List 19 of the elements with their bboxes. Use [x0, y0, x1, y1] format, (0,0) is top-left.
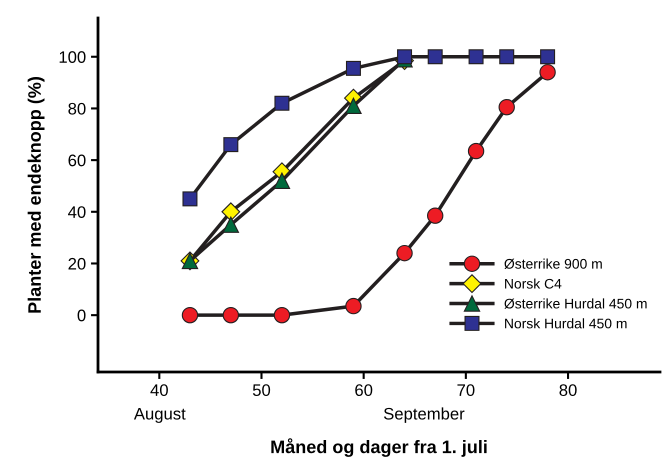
x-tick-label: 70 — [457, 384, 474, 396]
x-tick-label: 50 — [252, 384, 270, 396]
y-tick-label: 40 — [68, 206, 86, 218]
legend-label: Østerrike 900 m — [504, 258, 602, 269]
y-tick-label: 60 — [68, 154, 86, 166]
y-tick-label: 100 — [60, 51, 86, 63]
legend-label: Norsk C4 — [505, 278, 562, 289]
y-tick-label: 20 — [68, 258, 86, 270]
x-tick-label: 40 — [150, 384, 168, 396]
x-axis-title: Måned og dager fra 1. juli — [271, 438, 487, 457]
y-axis-title: Planter med endeknopp (%) — [28, 77, 44, 313]
x-tick-label: 80 — [559, 384, 577, 396]
text: September — [384, 407, 464, 423]
legend-label: Norsk Hurdal 450 m — [505, 318, 627, 328]
y-tick-label: 0 — [78, 310, 86, 322]
legend-label: Østerrike Hurdal 450 m — [504, 298, 647, 309]
text: August — [134, 408, 186, 423]
y-tick-label: 80 — [68, 102, 86, 115]
x-tick-label: 60 — [355, 384, 372, 396]
